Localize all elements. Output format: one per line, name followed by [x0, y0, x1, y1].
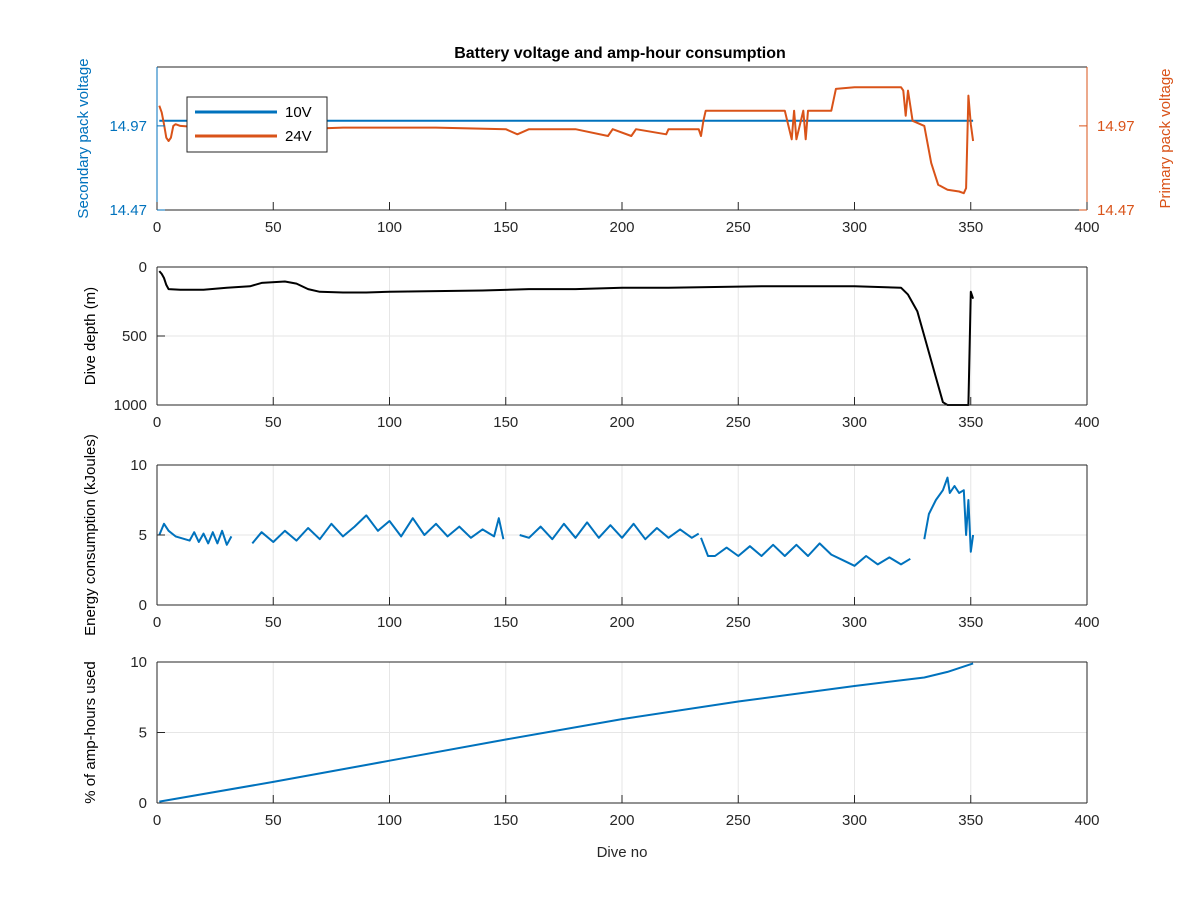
y-tick-label: 1000: [114, 397, 147, 414]
x-tick-label: 350: [958, 614, 983, 631]
x-tick-label: 300: [842, 414, 867, 431]
x-tick-label: 150: [493, 614, 518, 631]
x-tick-label: 200: [609, 812, 634, 829]
y-tick-label: 14.47: [109, 202, 147, 219]
y-right-tick-label: 14.97: [1097, 118, 1135, 135]
x-tick-label: 100: [377, 414, 402, 431]
y-axis-label: Dive depth (m): [82, 287, 99, 385]
x-tick-label: 150: [493, 414, 518, 431]
x-tick-label: 100: [377, 614, 402, 631]
y-right-tick-label: 14.47: [1097, 202, 1135, 219]
x-axis-label: Dive no: [597, 844, 648, 861]
x-tick-label: 150: [493, 219, 518, 236]
x-tick-label: 0: [153, 219, 161, 236]
y-tick-label: 0: [139, 259, 147, 276]
series-line-p3-0-seg2: [519, 521, 700, 541]
panel-4: 0 50 100 150 200 250 300 350 400 0 5 10 % of amp-hou…: [82, 654, 1100, 861]
series-line-p3-0-seg4: [923, 476, 975, 553]
legend-box: [186, 96, 328, 153]
x-tick-label: 250: [726, 614, 751, 631]
panel-1: 0 50 100 150 200 250 300 350 40014.4714.9714.471…: [75, 58, 1174, 236]
x-tick-label: 50: [265, 219, 282, 236]
x-tick-label: 350: [958, 414, 983, 431]
x-tick-label: 250: [726, 219, 751, 236]
series-line-p3-0-seg0: [158, 522, 233, 546]
x-tick-label: 350: [958, 219, 983, 236]
x-tick-label: 200: [609, 614, 634, 631]
x-tick-label: 250: [726, 414, 751, 431]
y-axis-label: Energy consumption (kJoules): [82, 434, 99, 636]
x-tick-label: 0: [153, 812, 161, 829]
x-tick-label: 200: [609, 414, 634, 431]
x-tick-label: 400: [1074, 614, 1099, 631]
x-tick-label: 50: [265, 414, 282, 431]
x-tick-label: 400: [1074, 812, 1099, 829]
y-tick-label: 10: [130, 457, 147, 474]
x-tick-label: 0: [153, 414, 161, 431]
y-axis-label: Secondary pack voltage: [75, 58, 92, 218]
y-tick-label: 500: [122, 328, 147, 345]
y-right-axis-label: Primary pack voltage: [1157, 68, 1174, 208]
y-tick-label: 0: [139, 597, 147, 614]
y-tick-label: 0: [139, 795, 147, 812]
y-tick-label: 14.97: [109, 118, 147, 135]
figure-title: Battery voltage and amp-hour consumption: [454, 45, 786, 62]
series-line-p3-0-seg3: [700, 537, 911, 567]
x-tick-label: 250: [726, 812, 751, 829]
y-tick-label: 5: [139, 527, 147, 544]
x-tick-label: 300: [842, 614, 867, 631]
series-line-p3-0-seg1: [251, 514, 505, 545]
x-tick-label: 50: [265, 614, 282, 631]
x-tick-label: 300: [842, 812, 867, 829]
x-tick-label: 0: [153, 614, 161, 631]
y-tick-label: 10: [130, 654, 147, 671]
y-tick-label: 5: [139, 725, 147, 742]
x-tick-label: 50: [265, 812, 282, 829]
x-tick-label: 100: [377, 812, 402, 829]
panel-3: 0 50 100 150 200 250 300 350 400 0 5 10 Energy consu…: [82, 434, 1100, 636]
x-tick-label: 300: [842, 219, 867, 236]
legend-label-24v: 24V: [285, 128, 312, 145]
legend-label-10v: 10V: [285, 104, 312, 121]
x-tick-label: 150: [493, 812, 518, 829]
y-axis-label: % of amp-hours used: [82, 661, 99, 804]
series-line-p4-0: [159, 662, 974, 803]
panel-2: 0 50 100 150 200 250 300 350 400 0 500 1000 Dive dep…: [82, 259, 1100, 431]
x-tick-label: 100: [377, 219, 402, 236]
series-line-p2-0: [158, 270, 975, 406]
x-tick-label: 200: [609, 219, 634, 236]
x-tick-label: 400: [1074, 414, 1099, 431]
panels: 0 50 100 150 200 250 300 350 40014.4714.9714.471…: [75, 58, 1174, 861]
x-tick-label: 350: [958, 812, 983, 829]
x-tick-label: 400: [1074, 219, 1099, 236]
